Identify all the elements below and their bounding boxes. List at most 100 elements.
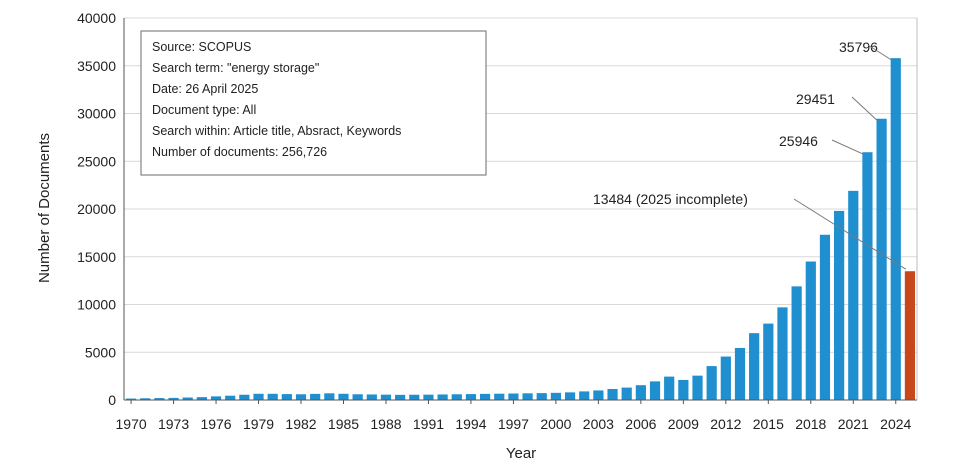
bar-1982 [295, 394, 307, 400]
axes [123, 18, 918, 404]
bar-2019 [819, 234, 831, 400]
bar-2010 [692, 375, 703, 400]
bar-1985 [338, 393, 349, 400]
bar-2023 [876, 118, 887, 400]
bar-1990 [409, 394, 420, 400]
annotation-leader-2024 [867, 44, 892, 61]
bar-2004 [607, 389, 618, 400]
x-tick-label-1997: 1997 [498, 416, 529, 432]
bar-1973 [168, 397, 179, 400]
x-tick-label-2012: 2012 [710, 416, 741, 432]
bar-1971 [140, 398, 151, 400]
bar-1980 [267, 393, 278, 400]
x-tick-label-1973: 1973 [158, 416, 189, 432]
bar-2003 [593, 390, 604, 400]
info-number-of-documents: Number of documents: 256,726 [152, 145, 327, 159]
bars [125, 58, 916, 401]
x-tick-label-1994: 1994 [455, 416, 486, 432]
bar-1995 [480, 393, 491, 400]
bar-1998 [522, 393, 533, 400]
bar-1979 [253, 393, 264, 400]
info-search-term: Search term: "energy storage" [152, 61, 319, 75]
info-box-frame [140, 30, 487, 176]
x-tick-label-2003: 2003 [583, 416, 614, 432]
bar-1974 [182, 397, 193, 400]
y-tick-labels: 0 5000 10000 15000 20000 25000 30000 35000 40000 [77, 10, 116, 408]
bar-1992 [437, 394, 448, 400]
bar-1987 [366, 394, 377, 400]
bar-1972 [154, 398, 165, 400]
bar-1993 [451, 394, 462, 400]
bar-2021 [848, 190, 859, 400]
x-tick-label-2009: 2009 [668, 416, 699, 432]
y-axis-title: Number of Documents [36, 133, 53, 283]
annotation-2024: 35796 [839, 39, 878, 55]
bar-2011 [706, 366, 717, 400]
bar-2006 [635, 385, 646, 400]
bar-2007 [649, 381, 661, 400]
x-tick-label-1976: 1976 [200, 416, 231, 432]
x-tick-label-1970: 1970 [116, 416, 147, 432]
bar-1981 [281, 394, 292, 400]
x-tick-label-2024: 2024 [880, 416, 911, 432]
bar-1976 [210, 396, 222, 400]
bar-2020 [834, 210, 845, 400]
bar-1983 [310, 393, 321, 400]
bar-1996 [494, 393, 505, 400]
annotation-leader-2023 [851, 96, 878, 122]
bar-1984 [324, 393, 335, 400]
bar-2001 [564, 392, 576, 400]
x-tick-label-1979: 1979 [243, 416, 274, 432]
x-tick-label-2006: 2006 [625, 416, 656, 432]
annotation-2022: 25946 [779, 133, 818, 149]
bar-1970 [125, 398, 137, 400]
bar-1977 [225, 395, 236, 400]
info-box: Source: SCOPUS Search term: "energy stor… [140, 30, 487, 176]
bar-2013 [734, 347, 746, 400]
info-source: Source: SCOPUS [152, 40, 251, 54]
y-tick-label-40000: 40000 [77, 10, 116, 26]
x-tick-label-2000: 2000 [540, 416, 571, 432]
bar-2022 [862, 152, 873, 400]
x-tick-labels: 1970 1973 1976 1979 1982 1985 1988 1991 1994 1997… [116, 416, 912, 432]
annotations: 35796 29451 25946 13484 (2025 incomplete) [593, 39, 907, 270]
y-tick-label-5000: 5000 [85, 344, 116, 360]
x-tick-label-2021: 2021 [838, 416, 869, 432]
bar-2012 [720, 356, 731, 400]
bar-1999 [536, 393, 547, 400]
y-tick-label-25000: 25000 [77, 153, 116, 169]
x-tick-label-1985: 1985 [328, 416, 359, 432]
bar-2005 [621, 387, 632, 400]
bar-1975 [196, 397, 207, 400]
annotation-2025: 13484 (2025 incomplete) [593, 191, 748, 207]
y-tick-label-30000: 30000 [77, 106, 116, 122]
info-search-within: Search within: Article title, Absract, K… [152, 124, 401, 138]
y-tick-label-35000: 35000 [77, 58, 116, 74]
y-tick-label-0: 0 [108, 392, 116, 408]
y-tick-label-15000: 15000 [77, 249, 116, 265]
bar-2009 [678, 379, 689, 400]
bar-2014 [749, 333, 760, 400]
bar-2017 [791, 286, 802, 400]
x-tick-label-1982: 1982 [285, 416, 316, 432]
annotation-leader-2025 [793, 198, 907, 270]
bar-2000 [550, 392, 561, 400]
annotation-2023: 29451 [796, 91, 835, 107]
y-tick-label-20000: 20000 [77, 201, 116, 217]
bar-1989 [395, 394, 406, 400]
bar-2002 [579, 391, 590, 400]
bar-1994 [465, 394, 477, 400]
info-document-type: Document type: All [152, 103, 256, 117]
bar-2008 [664, 376, 675, 400]
x-tick-label-1988: 1988 [370, 416, 401, 432]
bar-1978 [239, 394, 250, 400]
bar-2025 [904, 271, 916, 400]
bar-2016 [777, 307, 788, 400]
y-tick-label-10000: 10000 [77, 297, 116, 313]
info-date: Date: 26 April 2025 [152, 82, 258, 96]
x-axis-title: Year [506, 445, 536, 462]
bar-1986 [352, 394, 363, 400]
x-tick-label-2018: 2018 [795, 416, 826, 432]
annotation-leader-2022 [831, 139, 864, 155]
